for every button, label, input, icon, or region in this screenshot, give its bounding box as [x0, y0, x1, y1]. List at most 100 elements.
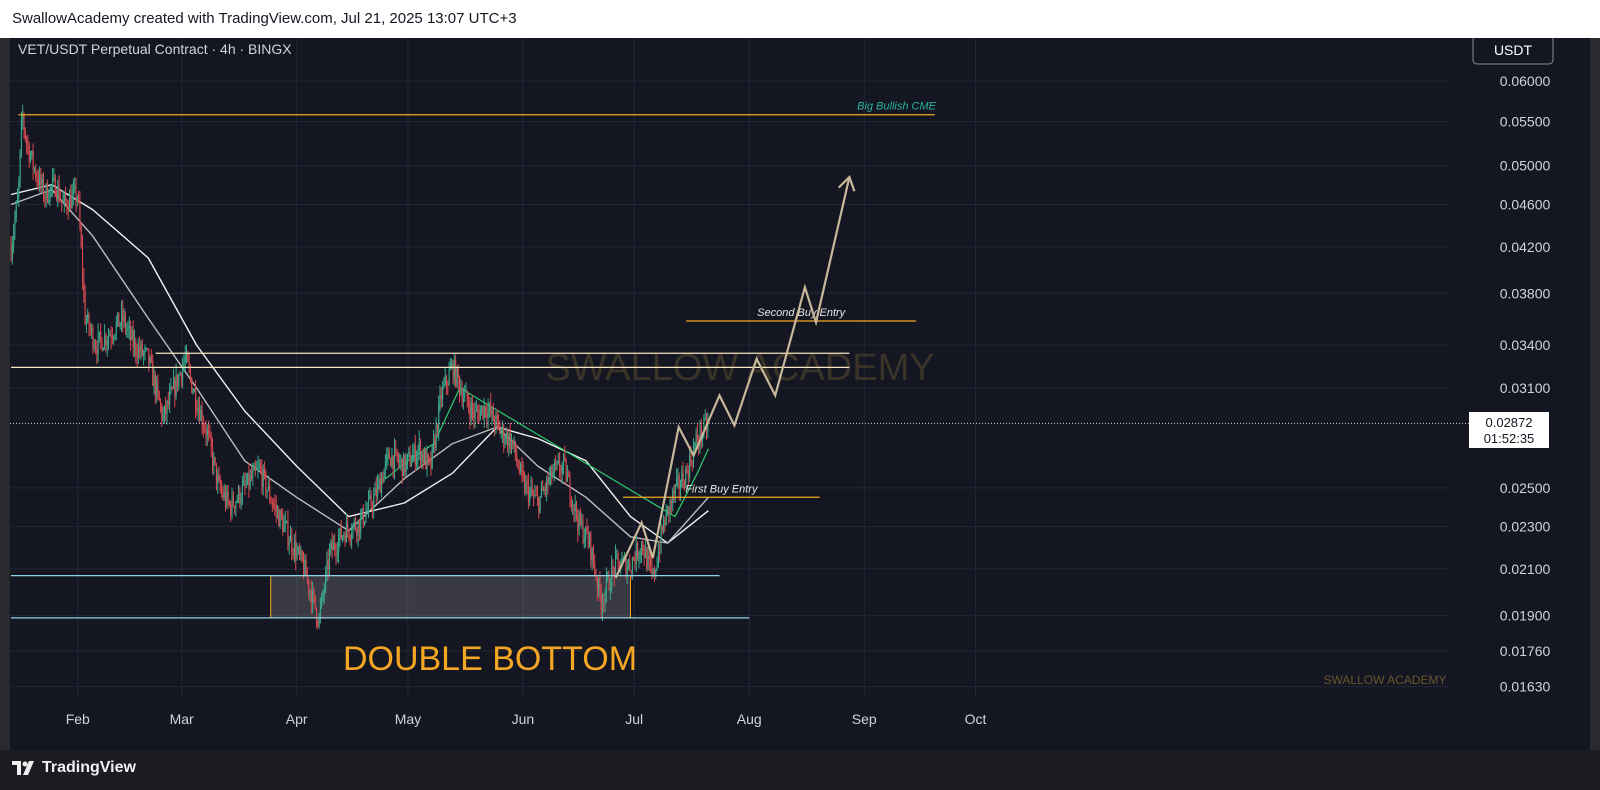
candle-body — [257, 466, 259, 469]
candle-body — [52, 178, 54, 187]
candle-body — [339, 528, 341, 539]
candle-body — [72, 188, 74, 194]
candle-body — [312, 589, 314, 606]
candle-body — [13, 232, 15, 245]
candle-body — [284, 521, 286, 524]
candle-body — [453, 359, 455, 379]
candle-body — [390, 458, 392, 467]
candle-body — [245, 484, 247, 486]
candle-body — [579, 512, 581, 525]
candle-body — [609, 589, 611, 591]
candle-body — [496, 415, 498, 419]
candle-body — [568, 475, 570, 477]
candle-body — [638, 555, 640, 559]
candle-body — [123, 315, 125, 322]
candle-body — [429, 458, 431, 460]
candle-body — [466, 390, 468, 402]
candle-body — [75, 186, 77, 202]
y-tick-label: 0.03800 — [1500, 285, 1551, 301]
candle-body — [180, 373, 182, 381]
candle-body — [628, 561, 630, 568]
candle-body — [397, 458, 399, 463]
candle-body — [85, 321, 87, 324]
tradingview-logo[interactable]: TradingView — [12, 759, 136, 777]
candle-body — [456, 367, 458, 386]
price-axis[interactable]: 0.06000 0.05500 0.05000 0.04600 0.04200 0.038… — [1500, 73, 1551, 695]
candle-body — [464, 392, 466, 398]
candle-body — [442, 386, 444, 400]
candle-body — [494, 421, 496, 428]
candle-body — [559, 461, 561, 473]
candle-body — [304, 560, 306, 576]
candle-body — [332, 542, 334, 550]
candle-body — [66, 201, 68, 209]
candle-body — [382, 477, 384, 483]
candle-body — [223, 492, 225, 498]
candle-body — [139, 346, 141, 353]
candle-body — [371, 505, 373, 510]
candle-body — [513, 441, 515, 445]
y-tick-label: 0.05000 — [1500, 158, 1551, 174]
candle-body — [404, 454, 406, 472]
candle-body — [293, 541, 295, 555]
candle-body — [241, 484, 243, 500]
candle-body — [592, 548, 594, 564]
candle-body — [408, 452, 410, 455]
candle-body — [37, 179, 39, 186]
candle-body — [173, 379, 175, 389]
candle-body — [300, 550, 302, 555]
time-axis[interactable]: Feb Mar Apr May Jun Jul Aug Sep Oct — [66, 711, 987, 727]
candle-body — [344, 535, 346, 543]
candle-body — [170, 387, 172, 393]
candle-body — [522, 471, 524, 477]
candle-body — [76, 197, 78, 202]
candle-body — [253, 465, 255, 471]
candle-body — [225, 492, 227, 506]
candle-body — [555, 463, 557, 465]
candle-body — [409, 452, 411, 467]
candle-body — [149, 357, 151, 364]
currency-badge[interactable]: USDT — [1472, 35, 1554, 65]
candle-body — [604, 592, 606, 604]
candle-body — [342, 536, 344, 540]
candle-body — [444, 376, 446, 384]
candle-body — [67, 208, 69, 212]
candle-body — [518, 468, 520, 472]
candle-body — [691, 462, 693, 465]
candle-body — [79, 199, 81, 228]
candle-body — [654, 569, 656, 576]
candle-body — [475, 409, 477, 411]
candle-body — [92, 327, 94, 348]
candle-body — [126, 329, 128, 331]
x-tick-label: Oct — [965, 711, 987, 727]
candle-body — [118, 312, 120, 327]
attribution-text: SwallowAcademy created with TradingView.… — [12, 10, 517, 27]
candle-body — [336, 552, 338, 555]
candle-body — [23, 115, 25, 129]
candle-body — [62, 201, 64, 203]
candle-body — [286, 521, 288, 523]
candle-body — [375, 487, 377, 496]
candle-body — [33, 168, 35, 170]
candle-body — [48, 200, 50, 202]
candle-body — [622, 557, 624, 560]
candle-body — [569, 476, 571, 501]
candle-body — [582, 521, 584, 542]
price-chart[interactable]: VET/USDT Perpetual Contract · 4h · BINGX… — [10, 35, 1590, 750]
candle-body — [361, 508, 363, 517]
candle-body — [641, 542, 643, 553]
candle-body — [687, 470, 689, 478]
candle-body — [161, 405, 163, 420]
candle-body — [100, 331, 102, 339]
candle-body — [267, 485, 269, 491]
y-tick-label: 0.02500 — [1500, 480, 1551, 496]
candle-body — [351, 534, 353, 539]
candle-body — [383, 469, 385, 483]
candle-body — [314, 595, 316, 609]
candle-body — [215, 463, 217, 484]
candle-body — [19, 150, 21, 182]
chart-area[interactable]: VET/USDT Perpetual Contract · 4h · BINGX… — [10, 35, 1590, 750]
y-tick-label: 0.06000 — [1500, 73, 1551, 89]
candle-body — [135, 340, 137, 355]
candle-body — [269, 485, 271, 500]
